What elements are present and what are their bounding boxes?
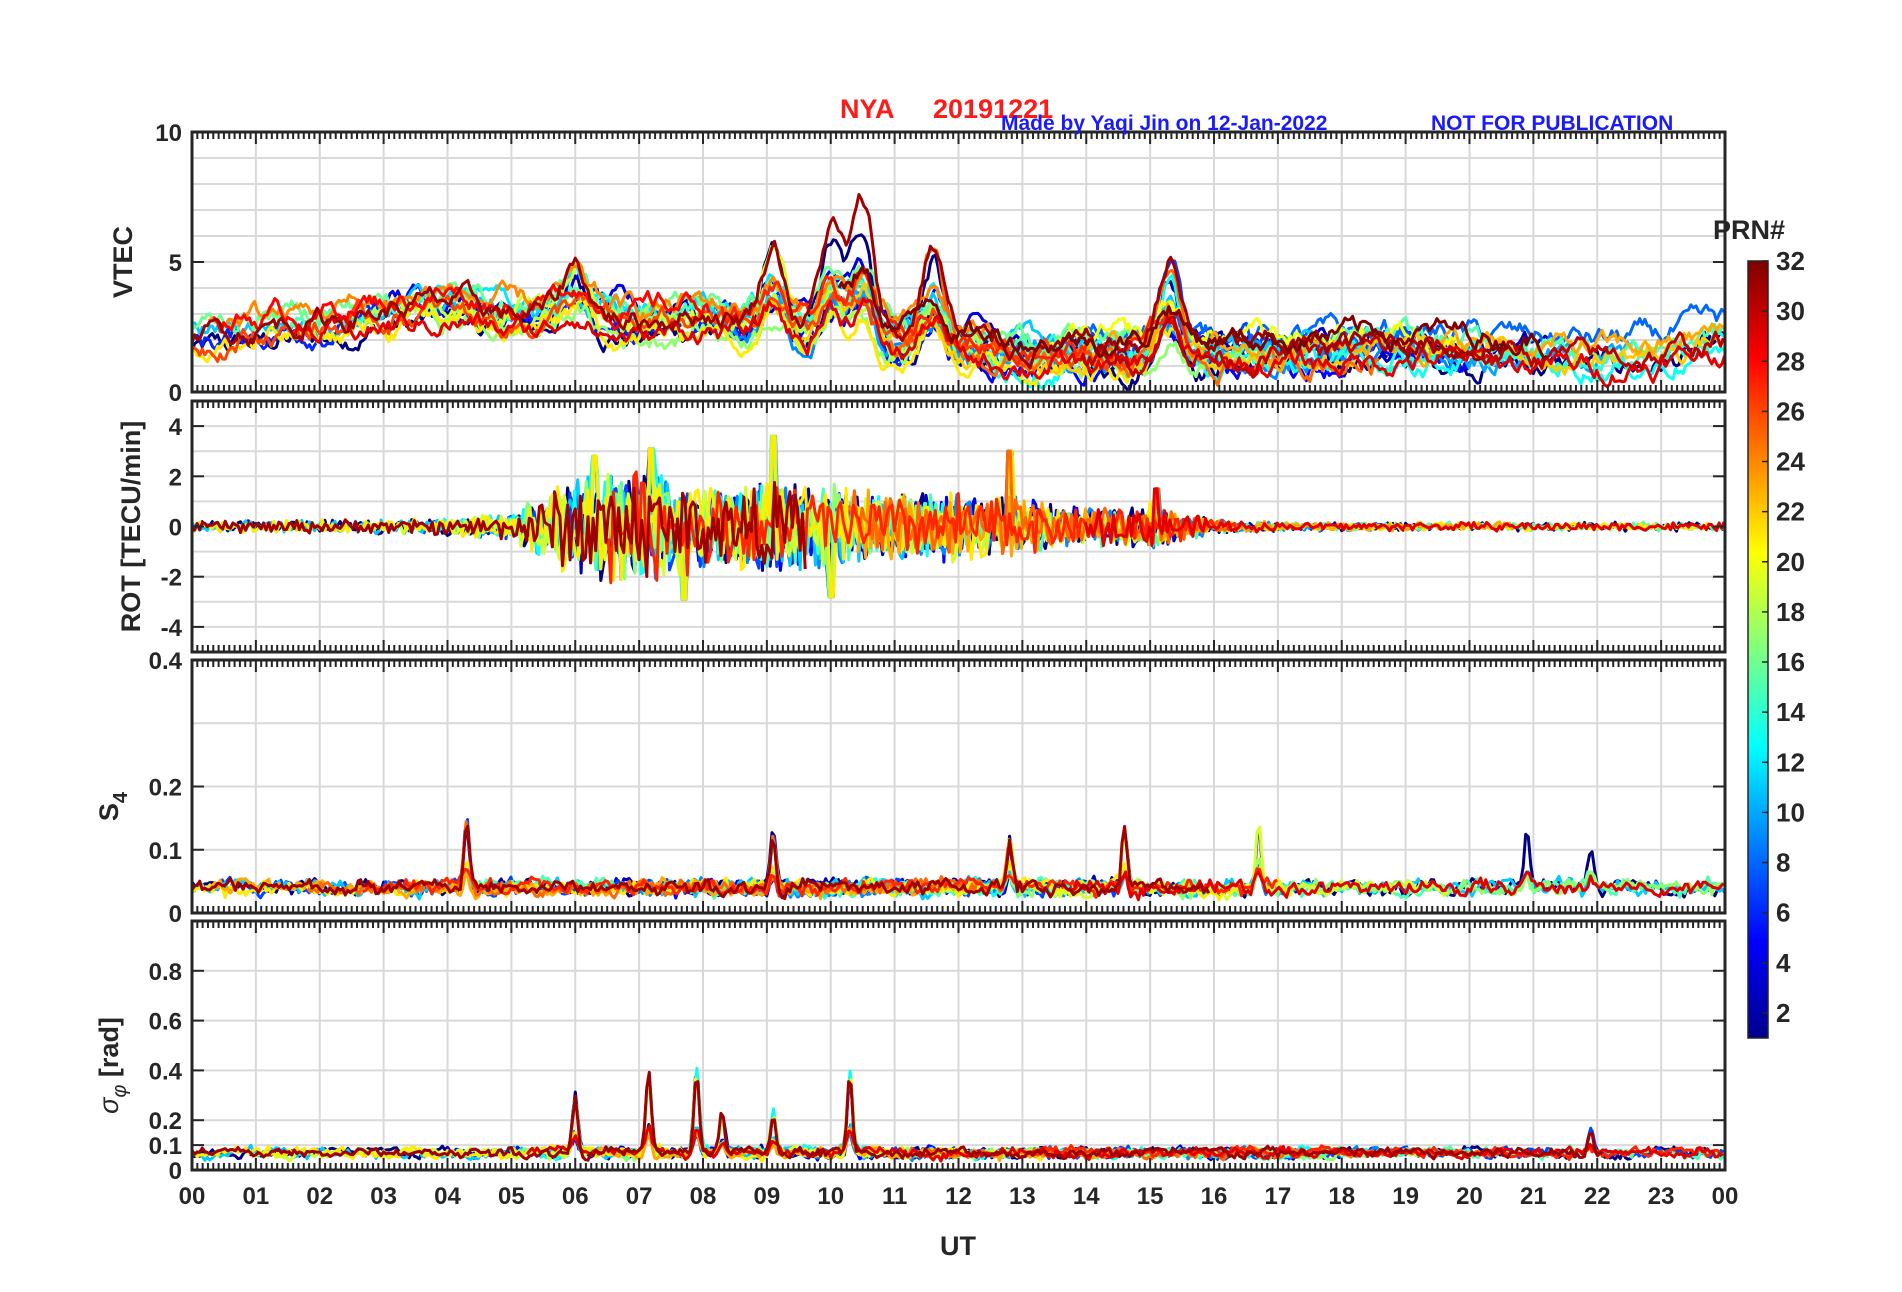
chart-title-station: NYA: [840, 94, 895, 124]
colorbar-tick-label: 24: [1776, 447, 1805, 477]
colorbar-tick-label: 32: [1776, 246, 1805, 276]
y-tick-label-rot: -2: [161, 565, 182, 592]
y-tick-label-vtec: 10: [155, 120, 182, 147]
x-tick-label: 20: [1456, 1183, 1483, 1210]
y-tick-label-rot: -4: [161, 615, 183, 642]
x-tick-label: 11: [882, 1183, 907, 1210]
colorbar-tick-label: 18: [1776, 597, 1805, 627]
x-tick-label: 06: [562, 1183, 589, 1210]
y-tick-label-s4: 0.2: [149, 775, 182, 802]
y-axis-label-sigma_phi: σφ [rad]: [94, 1017, 131, 1114]
series-line-prn-31: [192, 193, 1507, 370]
series-group-sigma_phi: [192, 1066, 1725, 1163]
y-tick-label-rot: 2: [169, 464, 182, 491]
colorbar-tick-label: 6: [1776, 898, 1790, 928]
y-tick-label-rot: 0: [169, 515, 182, 542]
colorbar-tick-label: 26: [1776, 396, 1805, 426]
x-tick-label: 23: [1648, 1183, 1675, 1210]
panel-vtec: 0 5 10 VTEC: [108, 120, 1727, 407]
x-tick-label: 00: [179, 1183, 206, 1210]
x-tick-label: 00: [1712, 1183, 1739, 1210]
colorbar-tick-label: 22: [1776, 497, 1805, 527]
y-tick-label-sigma_phi: 0: [169, 1158, 182, 1185]
y-axis-label-s4: S4: [94, 791, 132, 821]
series-line-prn-29: [1068, 870, 1725, 902]
x-tick-label: 16: [1201, 1183, 1228, 1210]
series-line-prn-29: [1084, 487, 1725, 548]
colorbar-tick-label: 4: [1776, 948, 1791, 978]
series-group-rot: [192, 434, 1725, 601]
panel-sigma_phi: 00.10.2 0.4 0.6 0.8 σφ [rad]: [94, 919, 1727, 1185]
x-tick-label: 22: [1584, 1183, 1611, 1210]
y-axis-label-rot: ROT [TECU/min]: [116, 421, 146, 632]
x-tick-label: 18: [1328, 1183, 1355, 1210]
colorbar-tick-label: 10: [1776, 797, 1805, 827]
x-tick-label: 21: [1520, 1183, 1547, 1210]
colorbar-tick-label: 8: [1776, 848, 1790, 878]
x-tick-label: 08: [690, 1183, 717, 1210]
y-tick-label-s4: 0.1: [149, 838, 182, 865]
colorbar-tick-label: 12: [1776, 747, 1805, 777]
y-tick-label-s4: 0.4: [149, 648, 183, 675]
x-tick-label: 10: [817, 1183, 844, 1210]
series-line-prn-32: [837, 266, 1548, 361]
x-tick-label: 07: [626, 1183, 653, 1210]
x-tick-label: 05: [498, 1183, 525, 1210]
colorbar-label: PRN#: [1713, 215, 1785, 245]
x-tick-label: 17: [1265, 1183, 1292, 1210]
y-tick-label-sigma_phi: 0.8: [149, 959, 182, 986]
x-axis-label: UT: [940, 1231, 976, 1261]
y-tick-label-sigma_phi: 0.4: [149, 1058, 183, 1085]
y-tick-label-sigma_phi: 0.2: [149, 1108, 182, 1135]
series-line-prn-29: [292, 296, 1725, 389]
x-tick-label: 12: [945, 1183, 972, 1210]
series-line-prn-31: [192, 1070, 1603, 1162]
series-group-vtec: [192, 193, 1725, 391]
x-tick-label: 19: [1392, 1183, 1419, 1210]
credit-notice: NOT FOR PUBLICATION: [1431, 112, 1673, 135]
y-tick-label-sigma_phi: 0.6: [149, 1009, 182, 1036]
colorbar-tick-label: 30: [1776, 296, 1805, 326]
colorbar-tick-label: 2: [1776, 998, 1790, 1028]
series-group-s4: [192, 818, 1725, 902]
x-tick-label: 01: [243, 1183, 270, 1210]
credit-made-by: Made by Yaqi Jin on 12-Jan-2022: [1001, 112, 1327, 135]
colorbar-tick-label: 16: [1776, 647, 1805, 677]
x-tick-label: 02: [306, 1183, 333, 1210]
panel-s4: 0 0.1 0.2 0.4 S4: [94, 648, 1727, 928]
y-tick-label-rot: 4: [169, 414, 183, 441]
colorbar-tick-label: 14: [1776, 697, 1805, 727]
series-line-prn-31: [192, 824, 1211, 900]
colorbar-tick-label: 28: [1776, 346, 1805, 376]
x-tick-label: 15: [1137, 1183, 1164, 1210]
series-line-prn-31: [192, 481, 807, 578]
series-line-prn-30: [1080, 315, 1725, 379]
series-line-prn-28: [212, 283, 711, 334]
y-tick-label-vtec: 0: [169, 380, 182, 407]
colorbar-gradient: [1747, 260, 1769, 1039]
x-tick-label: 09: [754, 1183, 781, 1210]
y-tick-label-vtec: 5: [169, 250, 182, 277]
x-tick-label: 13: [1009, 1183, 1036, 1210]
series-line-prn-20: [1048, 299, 1463, 356]
x-tick-label: 04: [434, 1183, 461, 1210]
x-tick-label: 03: [370, 1183, 397, 1210]
y-tick-label-s4: 0: [169, 901, 182, 928]
y-axis-label-vtec: VTEC: [108, 226, 138, 298]
x-tick-label: 14: [1073, 1183, 1100, 1210]
y-tick-label-sigma_phi: 0.1: [149, 1133, 182, 1160]
colorbar-tick-label: 20: [1776, 547, 1805, 577]
chart-title-date: 20191221: [933, 94, 1053, 124]
panel-rot: -4 -2 0 2 4 ROT [TECU/min]: [116, 399, 1727, 654]
